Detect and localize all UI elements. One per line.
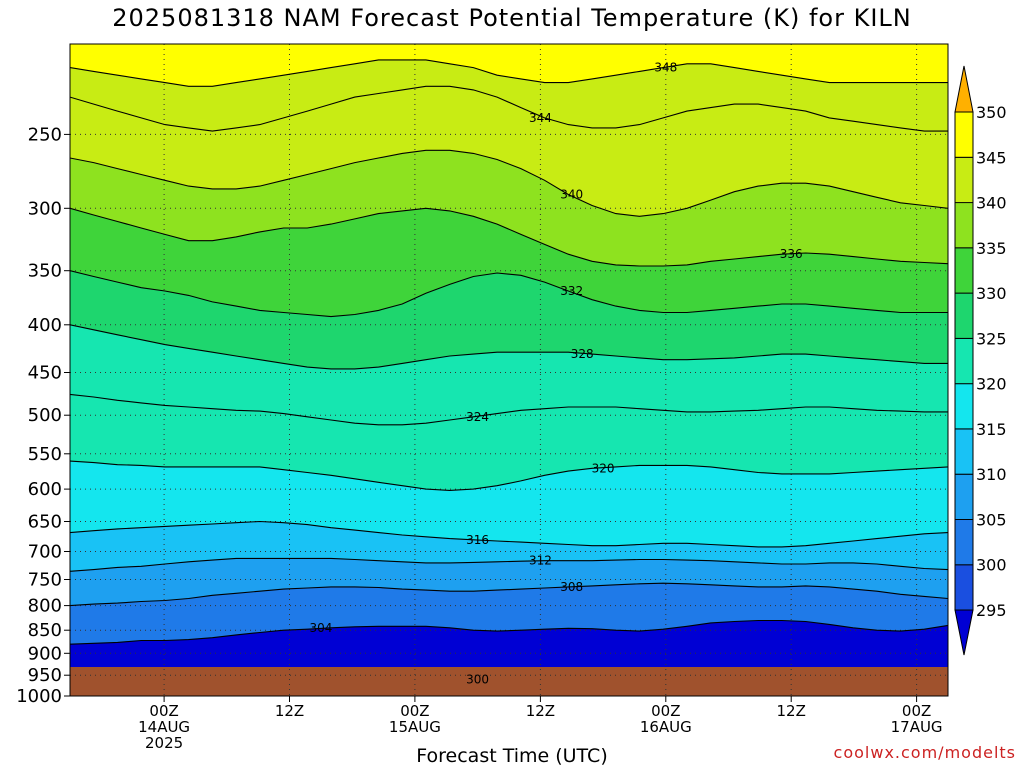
contour-label-316: 316 [466, 533, 489, 547]
contour-308 [70, 582, 948, 607]
credit-text: coolwx.com/modelts [833, 743, 1016, 762]
plot-frame [69, 43, 949, 697]
colorbar-seg-300 [954, 519, 974, 566]
colorbar-label-315: 315 [976, 420, 1007, 439]
colorbar-label-340: 340 [976, 194, 1007, 213]
contour-label-324: 324 [466, 410, 489, 424]
contour-312 [70, 557, 948, 572]
contour-332 [70, 270, 948, 318]
contour-label-320: 320 [592, 461, 615, 475]
y-axis: 2503003504004505005506006507007508008509… [16, 124, 70, 707]
contour-label-332: 332 [560, 284, 583, 298]
y-tick-label-950: 950 [28, 665, 62, 686]
contour-label-344: 344 [529, 111, 552, 125]
chart-title: 2025081318 NAM Forecast Potential Temper… [112, 4, 912, 32]
colorbar-seg-325 [954, 292, 974, 339]
contour-324 [70, 393, 948, 426]
x-tick-label-h42-0: 12Z [526, 702, 555, 720]
colorbar-seg-340 [954, 156, 974, 204]
y-tick-label-750: 750 [28, 570, 62, 591]
colorbar-seg-315 [954, 383, 974, 430]
colorbar-seg-305 [954, 473, 974, 521]
y-tick-label-300: 300 [28, 198, 62, 219]
contour-label-340: 340 [560, 188, 583, 202]
y-tick-label-850: 850 [28, 620, 62, 641]
colorbar-label-330: 330 [976, 284, 1007, 303]
colorbar-label-350: 350 [976, 103, 1007, 122]
x-tick-label-h6-2: 2025 [145, 734, 183, 752]
colorbar-label-305: 305 [976, 511, 1007, 530]
grid-lines [70, 44, 948, 696]
contour-340 [70, 149, 948, 217]
colorbar-seg-320 [954, 337, 974, 385]
x-tick-label-h78-0: 00Z [902, 702, 931, 720]
y-tick-label-550: 550 [28, 444, 62, 465]
contour-348 [70, 59, 948, 87]
colorbar-seg-330 [954, 247, 974, 294]
contour-label-300: 300 [466, 673, 489, 687]
contour-320 [70, 460, 948, 491]
x-tick-label-h54-1: 16AUG [640, 718, 692, 736]
colorbar-label-345: 345 [976, 148, 1007, 167]
contour-label-304: 304 [309, 621, 332, 635]
x-tick-label-h18-0: 12Z [275, 702, 304, 720]
y-tick-label-400: 400 [28, 315, 62, 336]
potential-temperature-fill [70, 44, 948, 696]
y-tick-label-500: 500 [28, 405, 62, 426]
colorbar-label-320: 320 [976, 375, 1007, 394]
colorbar: 295 300 305 310 315 320 325 330 335 340 345 350 [954, 65, 1007, 656]
x-axis-title: Forecast Time (UTC) [416, 745, 608, 767]
y-tick-label-900: 900 [28, 643, 62, 664]
contour-344 [70, 85, 948, 132]
colorbar-label-310: 310 [976, 465, 1007, 484]
colorbar-label-335: 335 [976, 239, 1007, 258]
x-tick-label-h66-0: 12Z [777, 702, 806, 720]
x-tick-label-h30-1: 15AUG [389, 718, 441, 736]
colorbar-label-325: 325 [976, 329, 1007, 348]
contour-328 [70, 324, 948, 370]
x-tick-label-h30-0: 00Z [400, 702, 429, 720]
colorbar-seg-310 [954, 428, 974, 475]
contour-label-336: 336 [780, 247, 803, 261]
y-tick-label-600: 600 [28, 479, 62, 500]
colorbar-seg-335 [954, 202, 974, 249]
contour-316 [70, 520, 948, 548]
contour-label-348: 348 [654, 61, 677, 75]
x-tick-label-h54-0: 00Z [651, 702, 680, 720]
colorbar-seg-345 [954, 111, 974, 158]
y-tick-label-250: 250 [28, 124, 62, 145]
contour-label-328: 328 [571, 347, 594, 361]
contour-label-312: 312 [529, 554, 552, 568]
contour-label-308: 308 [560, 580, 583, 594]
x-tick-label-h6-1: 14AUG [138, 718, 190, 736]
y-tick-label-700: 700 [28, 542, 62, 563]
contour-304 [70, 619, 948, 645]
y-tick-label-450: 450 [28, 363, 62, 384]
colorbar-max-arrow [954, 65, 974, 113]
contour-336 [70, 207, 948, 267]
contour-labels: 300 304 308 312 316 320 324 328 332 336 340 344 348 [309, 61, 802, 687]
ground-surface [70, 667, 948, 696]
colorbar-seg-295 [954, 564, 974, 611]
colorbar-label-295: 295 [976, 601, 1007, 620]
colorbar-min-arrow [954, 609, 974, 656]
x-tick-label-h78-1: 17AUG [891, 718, 943, 736]
x-tick-label-h6-0: 00Z [149, 702, 178, 720]
colorbar-label-300: 300 [976, 556, 1007, 575]
y-tick-label-800: 800 [28, 596, 62, 617]
contour-lines [70, 59, 948, 645]
y-tick-label-1000: 1000 [16, 686, 62, 707]
y-tick-label-650: 650 [28, 512, 62, 533]
y-tick-label-350: 350 [28, 261, 62, 282]
